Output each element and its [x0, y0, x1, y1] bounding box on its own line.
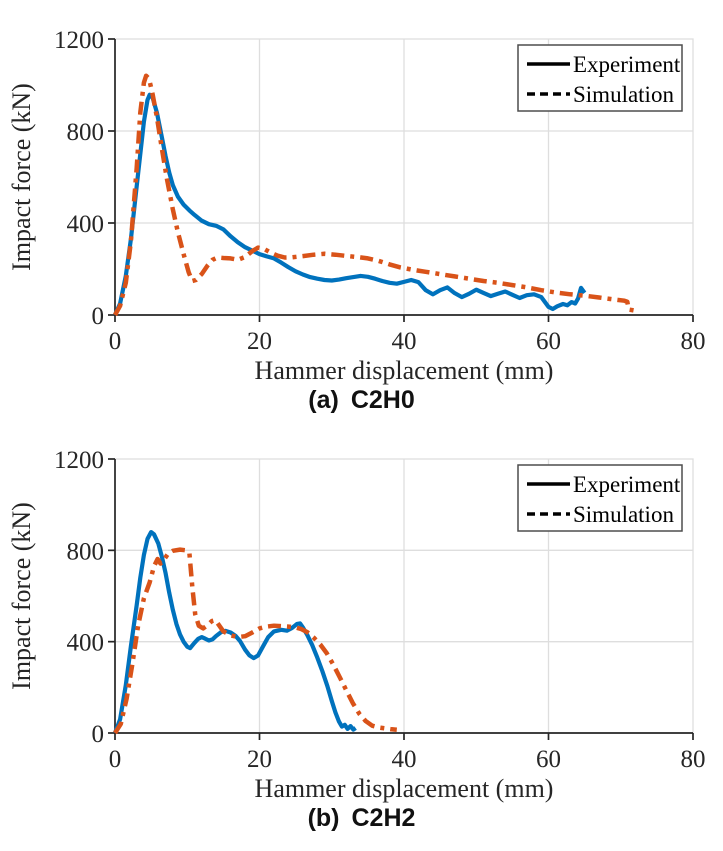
- y-axis-label: Impact force (kN): [7, 502, 36, 690]
- chart-a-caption: (a) C2H0: [0, 386, 723, 415]
- y-tick-label: 0: [92, 303, 105, 330]
- legend-label-experiment: Experiment: [573, 52, 681, 77]
- axes: [108, 458, 694, 740]
- y-tick-label: 0: [92, 721, 105, 748]
- y-tick-label: 1200: [54, 27, 104, 54]
- y-tick-label: 800: [67, 119, 105, 146]
- chart-a-caption-index: (a): [308, 386, 339, 414]
- series-simulation-line: [113, 547, 398, 735]
- y-axis-label: Impact force (kN): [7, 83, 36, 271]
- legend: Experiment Simulation: [517, 464, 683, 532]
- y-tick-label: 400: [67, 211, 105, 238]
- y-tick-label: 400: [67, 630, 105, 657]
- x-tick-label: 20: [247, 746, 272, 773]
- series-experiment-line: [113, 92, 587, 316]
- x-tick-label: 80: [681, 746, 706, 773]
- x-axis-label: Hammer displacement (mm): [255, 356, 554, 385]
- x-tick-label: 0: [109, 328, 122, 355]
- x-tick-label: 60: [536, 746, 561, 773]
- x-tick-label: 40: [392, 328, 417, 355]
- legend-label-experiment: Experiment: [573, 472, 681, 497]
- x-tick-label: 20: [247, 328, 272, 355]
- series-simulation-line: [113, 73, 638, 317]
- series-experiment-line: [113, 530, 357, 734]
- legend: Experiment Simulation: [517, 44, 683, 112]
- y-tick-label: 800: [67, 538, 105, 565]
- y-tick-label: 1200: [54, 447, 104, 474]
- x-tick-label: 40: [392, 746, 417, 773]
- x-axis-label: Hammer displacement (mm): [255, 774, 554, 803]
- x-tick-label: 60: [536, 328, 561, 355]
- legend-box: [517, 44, 683, 112]
- chart-b-caption-index: (b): [307, 804, 340, 832]
- chart-b-caption-label: C2H2: [351, 804, 416, 832]
- axes: [108, 38, 694, 322]
- legend-label-simulation: Simulation: [573, 502, 674, 527]
- legend-label-simulation: Simulation: [573, 82, 674, 107]
- chart-a-caption-label: C2H0: [350, 386, 415, 414]
- x-tick-label: 0: [109, 746, 122, 773]
- x-tick-label: 80: [681, 328, 706, 355]
- legend-box: [517, 464, 683, 532]
- chart-b-caption: (b) C2H2: [0, 804, 723, 833]
